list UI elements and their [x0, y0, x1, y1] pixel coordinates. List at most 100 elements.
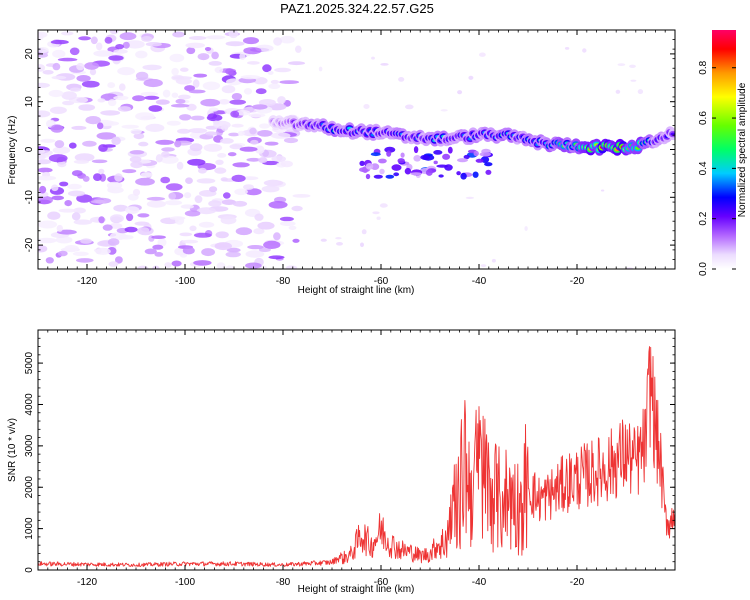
noise-blob: [40, 138, 56, 143]
noise-blob: [214, 242, 232, 251]
secondary-blob: [438, 174, 444, 178]
noise-blob: [67, 183, 82, 190]
noise-blob: [90, 199, 108, 204]
noise-blob: [194, 195, 203, 204]
noise-blob: [230, 110, 240, 118]
noise-blob: [48, 154, 68, 163]
noise-speck: [600, 189, 605, 192]
noise-blob: [186, 47, 196, 55]
noise-blob: [64, 245, 79, 253]
noise-speck: [524, 226, 528, 231]
noise-blob: [98, 144, 108, 152]
noise-blob: [273, 37, 282, 46]
secondary-blob: [413, 155, 422, 162]
noise-blob: [76, 258, 94, 263]
noise-blob: [154, 252, 164, 257]
noise-blob: [207, 113, 218, 119]
noise-blob: [115, 44, 124, 50]
noise-blob: [176, 161, 184, 170]
noise-blob: [253, 228, 265, 235]
secondary-blob: [460, 172, 467, 180]
noise-blob: [38, 175, 57, 181]
secondary-blob: [457, 158, 468, 163]
noise-blob: [243, 184, 254, 191]
noise-blob: [193, 232, 212, 238]
y-tick-label: 3000: [24, 434, 35, 457]
noise-blob: [145, 42, 162, 47]
noise-blob: [232, 162, 250, 168]
noise-blob: [100, 110, 121, 116]
noise-blob: [234, 188, 248, 196]
noise-blob: [249, 127, 257, 135]
noise-blob: [61, 31, 74, 36]
noise-blob: [265, 179, 279, 186]
noise-blob: [206, 35, 226, 40]
noise-blob: [107, 238, 120, 246]
noise-blob: [54, 140, 65, 149]
noise-blob: [193, 73, 208, 78]
noise-blob: [82, 140, 97, 147]
noise-blob: [57, 161, 67, 168]
noise-blob: [47, 211, 61, 220]
noise-blob: [125, 40, 145, 49]
secondary-blob: [391, 164, 402, 171]
noise-blob: [137, 213, 150, 218]
noise-blob: [38, 154, 46, 160]
noise-blob: [138, 227, 150, 234]
noise-blob: [104, 36, 113, 44]
x-tick-label: -120: [77, 276, 97, 287]
noise-speck: [630, 79, 637, 82]
noise-blob: [287, 61, 306, 66]
noise-blob: [171, 92, 179, 98]
noise-blob: [231, 93, 243, 100]
noise-blob: [208, 61, 222, 66]
spectrogram-ylabel: Frequency (Hz): [7, 116, 18, 185]
noise-blob: [96, 42, 103, 51]
noise-blob: [277, 96, 286, 104]
noise-blob: [56, 224, 63, 232]
noise-blob: [229, 99, 246, 105]
secondary-blob: [436, 164, 449, 168]
noise-blob: [179, 232, 193, 237]
noise-blob: [271, 155, 287, 163]
noise-blob: [113, 95, 129, 101]
noise-blob: [288, 225, 297, 230]
noise-blob: [211, 51, 219, 60]
noise-speck: [398, 77, 405, 82]
noise-blob: [216, 262, 226, 269]
colorbar: 0.0 0.2 0.4 0.6 0.8 Normalized spectral ampl…: [698, 30, 748, 276]
noise-blob: [255, 88, 267, 95]
noise-blob: [58, 208, 77, 213]
noise-blob: [226, 78, 242, 86]
noise-blob: [197, 53, 210, 61]
noise-blob: [180, 204, 194, 209]
noise-blob: [148, 105, 163, 112]
noise-blob: [279, 80, 300, 84]
noise-blob: [140, 91, 159, 96]
noise-blob: [264, 141, 279, 146]
noise-blob: [262, 64, 272, 73]
noise-blob: [78, 36, 91, 41]
noise-blob: [38, 110, 51, 118]
noise-blob: [243, 37, 259, 45]
noise-blob: [73, 159, 90, 164]
x-tick-label: -80: [276, 276, 291, 287]
secondary-blob: [379, 168, 385, 175]
secondary-blob: [386, 150, 392, 157]
noise-blob: [245, 262, 262, 269]
noise-blob: [85, 116, 101, 125]
noise-blob: [118, 234, 134, 240]
noise-blob: [135, 50, 148, 59]
noise-blob: [279, 35, 295, 44]
noise-speck: [360, 242, 364, 248]
noise-blob: [257, 130, 273, 137]
noise-blob: [90, 36, 98, 45]
noise-blob: [242, 176, 259, 181]
noise-blob: [220, 216, 237, 225]
noise-blob: [144, 248, 157, 255]
noise-blob: [119, 32, 137, 41]
noise-blob: [132, 188, 141, 196]
colorbar-gradient: [712, 30, 736, 269]
noise-blob: [146, 196, 166, 201]
secondary-blob: [385, 174, 395, 179]
